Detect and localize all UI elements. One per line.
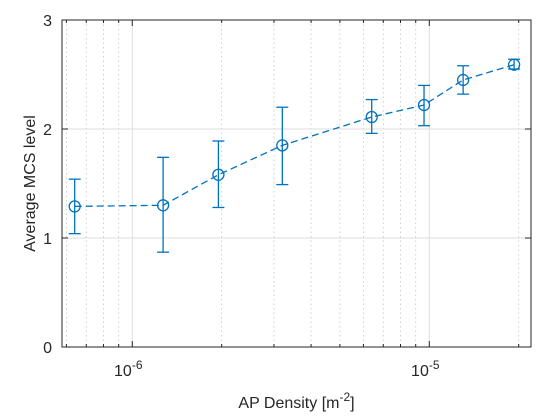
y-tick-label: 1 xyxy=(43,231,52,248)
data-point-marker xyxy=(456,73,470,87)
y-axis-label: Average MCS level xyxy=(22,115,39,252)
series-line xyxy=(74,64,515,208)
data-point-marker xyxy=(365,110,378,124)
series-layer xyxy=(68,58,521,253)
grid-layer xyxy=(62,20,531,347)
y-tick-label: 3 xyxy=(43,13,52,30)
x-tick-label-exponent: -6 xyxy=(132,358,143,372)
data-point-marker xyxy=(212,168,225,181)
data-point-marker xyxy=(417,98,431,112)
data-point-marker xyxy=(156,199,170,212)
x-tick-label-exponent: -5 xyxy=(429,358,440,372)
y-tick-label: 2 xyxy=(43,122,52,139)
x-axis-label: AP Density [m-2] xyxy=(238,390,354,412)
x-axis-label-exponent: -2 xyxy=(339,390,350,404)
data-point-marker xyxy=(507,58,521,71)
axes-box xyxy=(61,19,532,348)
data-point-marker xyxy=(68,200,81,213)
data-point-marker xyxy=(276,139,289,152)
x-axis-label-suffix: ] xyxy=(350,395,354,412)
y-tick-label: 0 xyxy=(43,340,52,357)
tick-layer xyxy=(62,19,531,348)
